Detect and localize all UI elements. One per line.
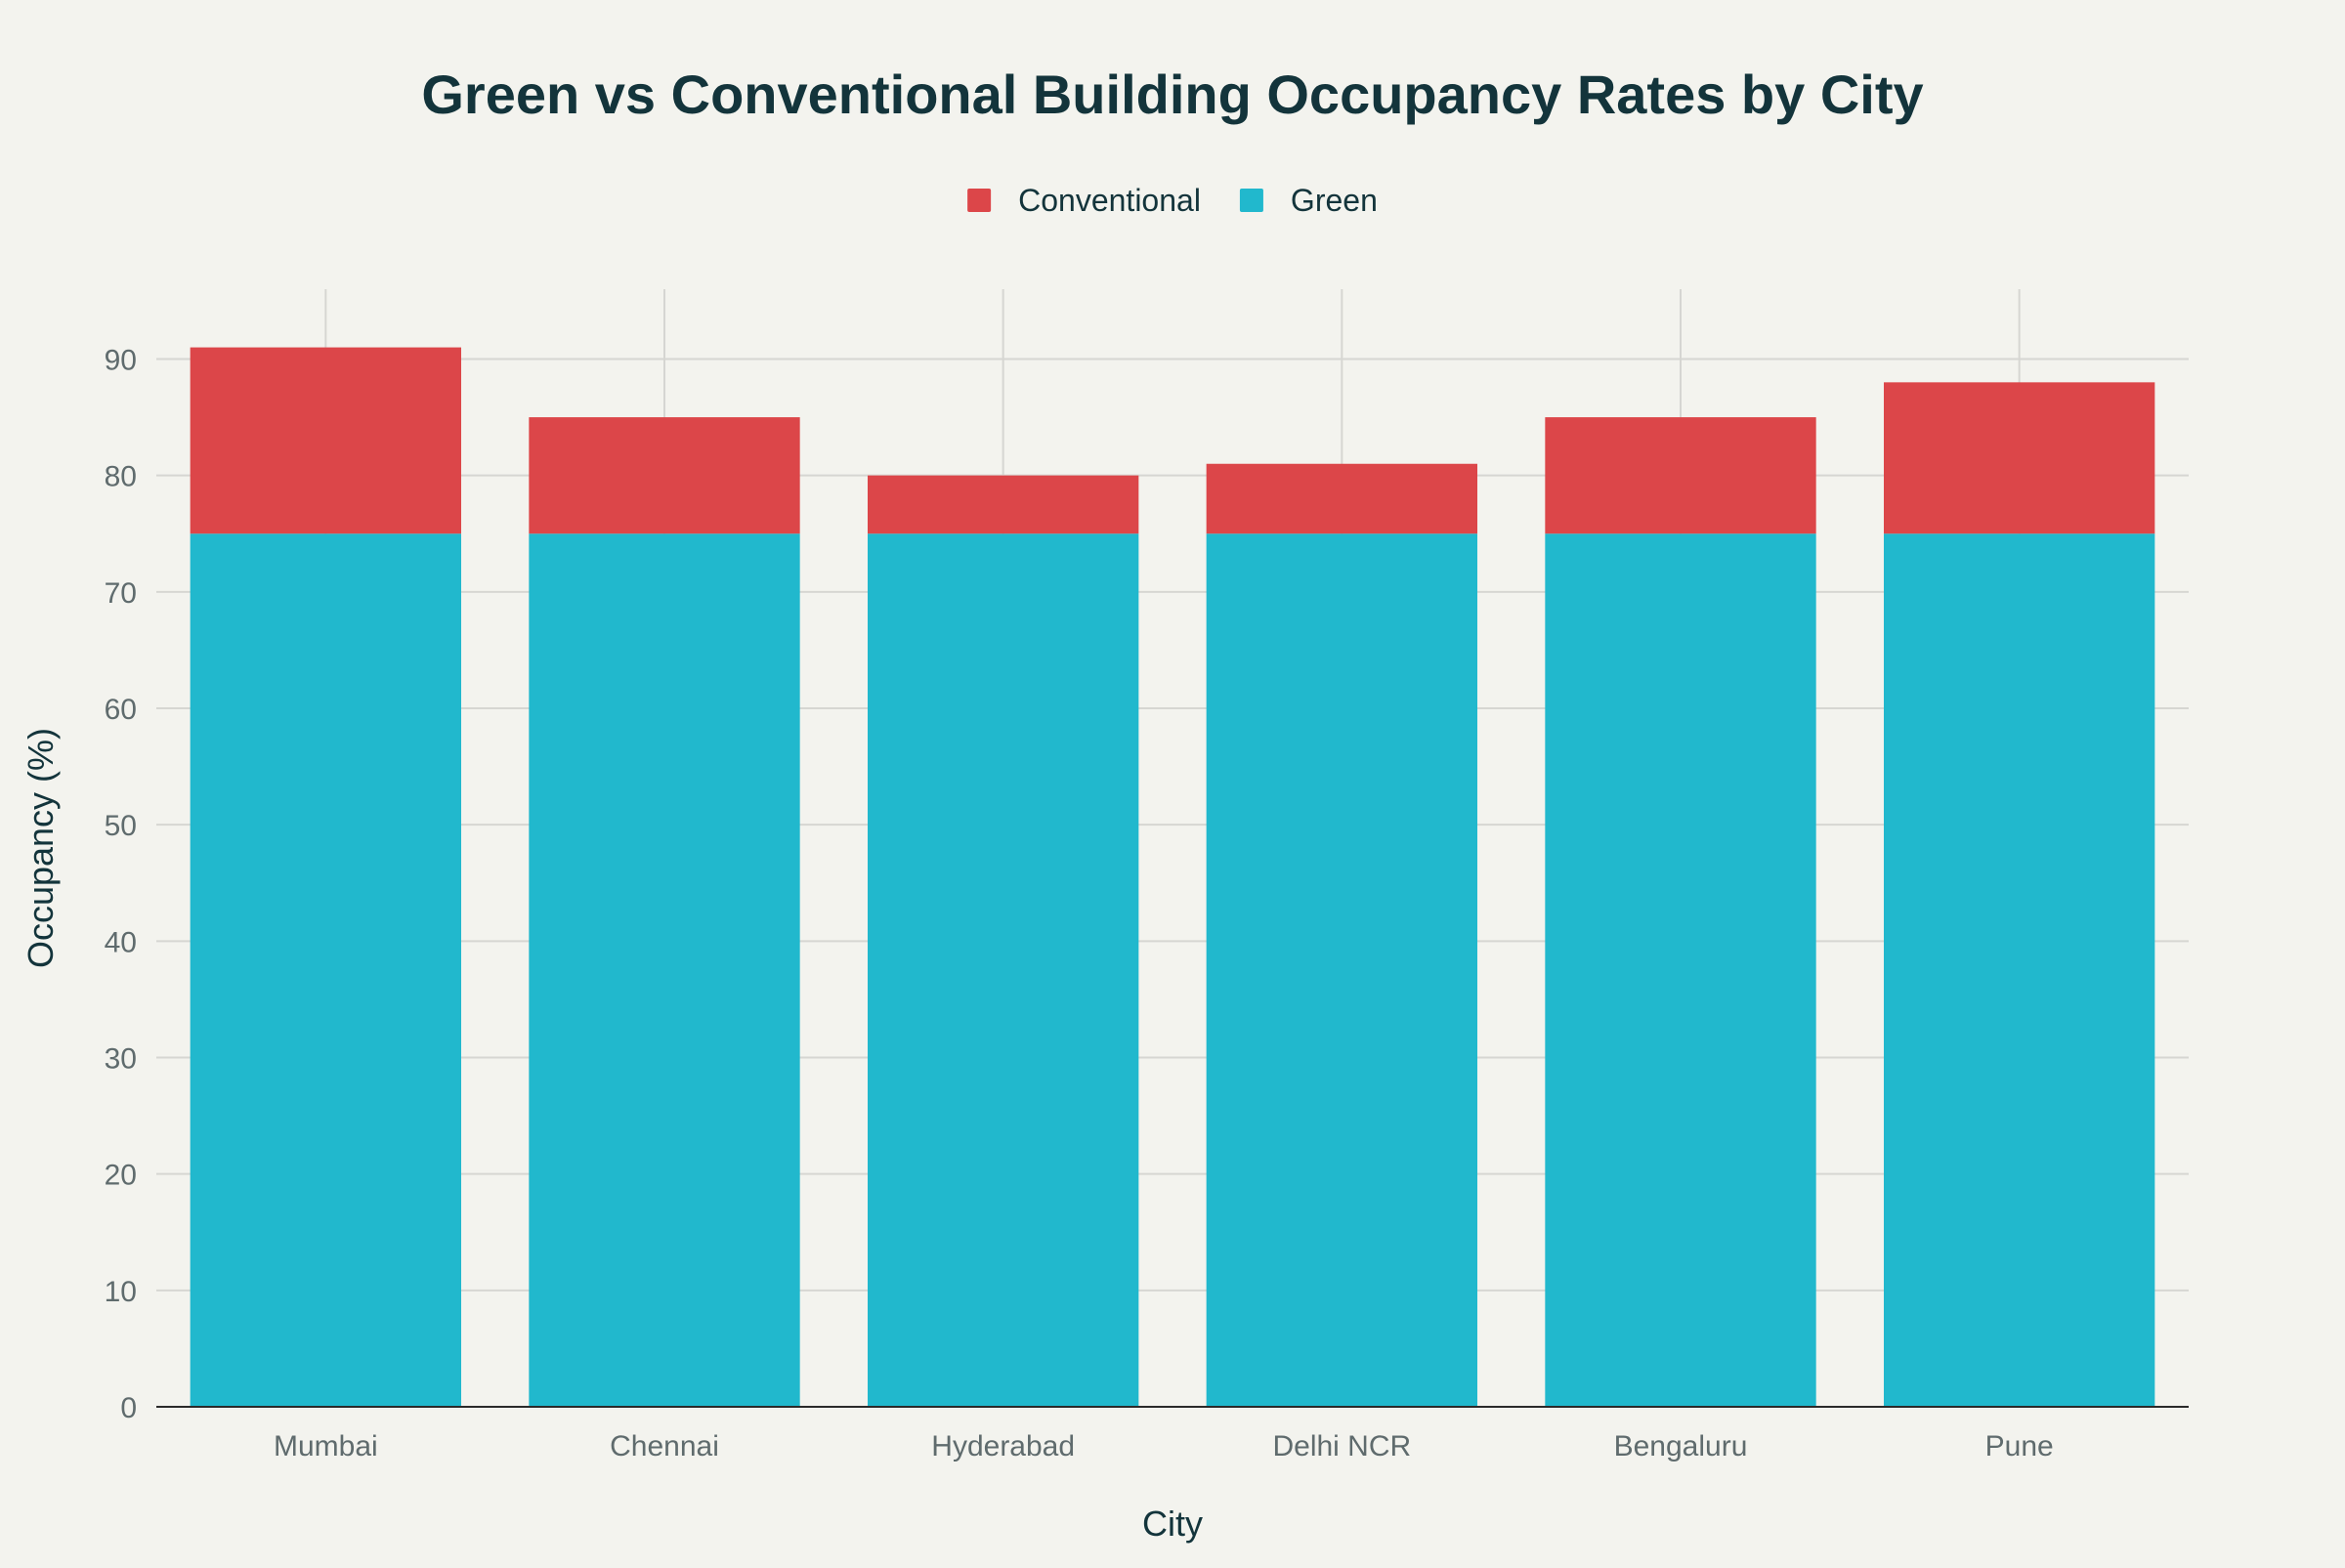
- y-tick-label: 10: [105, 1276, 137, 1308]
- y-tick-label: 90: [105, 345, 137, 377]
- chart-title: Green vs Conventional Building Occupancy…: [421, 64, 1923, 125]
- x-tick-label: Mumbai: [274, 1430, 378, 1462]
- y-tick-label: 70: [105, 577, 137, 610]
- y-tick-label: 20: [105, 1160, 137, 1192]
- bar-green: [1545, 533, 1816, 1407]
- x-tick-label: Delhi NCR: [1272, 1430, 1411, 1462]
- y-tick-labels: 0 10 20 30 40 50 60 70 80 90: [105, 345, 137, 1425]
- bar-green: [529, 533, 800, 1407]
- x-tick-label: Bengaluru: [1614, 1430, 1748, 1462]
- y-axis-title: Occupancy (%): [21, 728, 61, 968]
- y-tick-label: 80: [105, 461, 137, 493]
- legend-swatch: [967, 189, 992, 212]
- bar-conventional: [1206, 463, 1477, 534]
- bar-conventional: [868, 475, 1139, 534]
- legend-item-green: Green: [1239, 183, 1378, 218]
- bar-green: [868, 533, 1139, 1407]
- x-axis-title: City: [1142, 1504, 1203, 1544]
- bar-conventional: [529, 417, 800, 534]
- y-tick-label: 0: [120, 1392, 137, 1424]
- bar-green: [1884, 533, 2155, 1407]
- x-tick-label: Chennai: [610, 1430, 719, 1462]
- bar-green: [190, 533, 461, 1407]
- legend-label: Green: [1291, 183, 1378, 218]
- bar-conventional: [190, 347, 461, 534]
- y-tick-label: 40: [105, 926, 137, 958]
- y-tick-label: 50: [105, 810, 137, 842]
- legend-label: Conventional: [1018, 183, 1201, 218]
- bar-green: [1206, 533, 1477, 1407]
- x-tick-labels: Mumbai Chennai Hyderabad Delhi NCR Bengaluru…: [274, 1430, 2054, 1462]
- bar-conventional: [1884, 382, 2155, 534]
- bar-conventional: [1545, 417, 1816, 534]
- y-tick-label: 30: [105, 1043, 137, 1076]
- y-tick-label: 60: [105, 694, 137, 726]
- x-tick-label: Hyderabad: [931, 1430, 1075, 1462]
- bars-group: [190, 347, 2155, 1407]
- legend-swatch: [1239, 189, 1263, 212]
- chart-legend: Conventional Green: [967, 183, 1378, 218]
- x-tick-label: Pune: [1985, 1430, 2054, 1462]
- legend-item-conventional: Conventional: [967, 183, 1201, 218]
